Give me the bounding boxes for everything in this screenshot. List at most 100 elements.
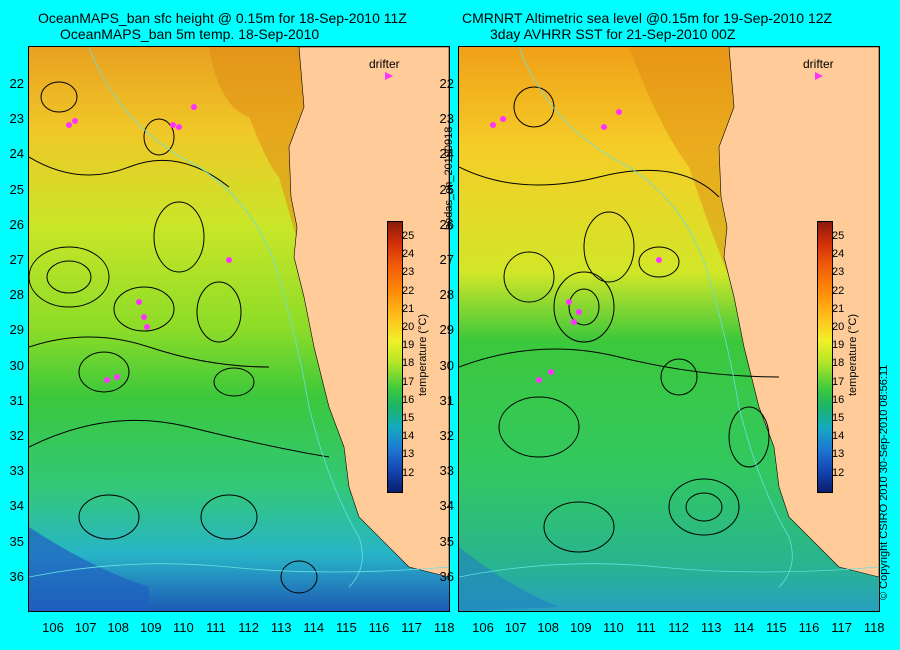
sea-level-contours bbox=[29, 81, 330, 594]
drifter-legend-arrow bbox=[385, 72, 393, 80]
colorbar-tick: 22 bbox=[402, 284, 415, 297]
longitude-tick: 114 bbox=[303, 620, 325, 635]
longitude-tick: 106 bbox=[42, 620, 64, 635]
colorbar-tick: 17 bbox=[832, 375, 845, 388]
longitude-tick: 116 bbox=[368, 620, 390, 635]
colorbar-tick: 24 bbox=[832, 248, 845, 261]
colorbar-tick: 19 bbox=[832, 339, 845, 352]
colorbar-tick: 23 bbox=[402, 266, 415, 279]
longitude-tick: 108 bbox=[537, 620, 560, 635]
latitude-tick: 32 bbox=[439, 428, 454, 443]
land-mass bbox=[718, 47, 879, 578]
bathymetry-lines bbox=[29, 47, 449, 588]
right-title-line1: CMRNRT Altimetric sea level @0.15m for 1… bbox=[462, 10, 833, 26]
latitude-tick: 26 bbox=[439, 216, 454, 232]
colorbar-tick: 20 bbox=[402, 321, 415, 333]
colorbar-right bbox=[817, 221, 833, 493]
drifter-tracks bbox=[490, 109, 662, 383]
colorbar-tick: 18 bbox=[402, 357, 415, 370]
left-map bbox=[29, 47, 449, 611]
latitude-tick: 29 bbox=[9, 322, 24, 338]
longitude-tick: 107 bbox=[74, 620, 97, 635]
latitude-tick: 23 bbox=[9, 111, 24, 127]
longitude-tick: 111 bbox=[206, 620, 226, 635]
longitude-tick: 113 bbox=[700, 620, 722, 635]
colorbar-tick: 12 bbox=[832, 466, 845, 479]
longitude-tick: 117 bbox=[831, 620, 852, 635]
latitude-tick: 30 bbox=[9, 357, 24, 373]
latitude-tick: 36 bbox=[9, 568, 24, 584]
colorbar-tick: 13 bbox=[402, 448, 415, 461]
right-map-panel: drifter bbox=[458, 46, 880, 612]
colorbar-left bbox=[387, 221, 403, 493]
colorbar-tick: 15 bbox=[832, 412, 845, 424]
colorbar-tick: 20 bbox=[832, 321, 845, 333]
longitude-tick: 116 bbox=[798, 620, 820, 635]
latitude-tick: 32 bbox=[9, 428, 24, 443]
colorbar-tick: 12 bbox=[402, 466, 415, 479]
sea-level-contours bbox=[459, 86, 780, 553]
longitude-tick: 113 bbox=[270, 620, 292, 635]
run-id-label: bodas_an_20100918 bbox=[443, 126, 455, 230]
copyright-label: © Copyright CSIRO 2010 30-Sep-2010 08:56… bbox=[878, 364, 890, 600]
longitude-tick: 111 bbox=[636, 620, 656, 635]
latitude-tick: 22 bbox=[9, 76, 24, 91]
latitude-tick: 31 bbox=[439, 392, 454, 408]
colorbar-tick: 13 bbox=[832, 448, 845, 461]
latitude-tick: 23 bbox=[439, 111, 454, 127]
longitude-tick: 110 bbox=[173, 620, 194, 635]
latitude-tick: 35 bbox=[9, 533, 24, 549]
colorbar-tick: 14 bbox=[402, 430, 415, 443]
colorbar-tick: 19 bbox=[402, 339, 415, 352]
latitude-tick: 25 bbox=[439, 181, 454, 197]
left-title-line1: OceanMAPS_ban sfc height @ 0.15m for 18-… bbox=[38, 10, 407, 26]
latitude-tick: 33 bbox=[9, 463, 24, 479]
colorbar-tick: 17 bbox=[402, 375, 415, 388]
latitude-tick: 33 bbox=[439, 463, 454, 479]
latitude-tick: 36 bbox=[439, 568, 454, 584]
longitude-tick: 117 bbox=[401, 620, 422, 635]
left-title-line2: OceanMAPS_ban 5m temp. 18-Sep-2010 bbox=[60, 26, 320, 42]
drifter-tracks bbox=[66, 104, 232, 383]
colorbar-right-label: temperature (°C) bbox=[847, 313, 859, 396]
colorbar-tick: 16 bbox=[402, 393, 415, 406]
colorbar-tick: 24 bbox=[402, 248, 415, 261]
latitude-tick: 27 bbox=[439, 252, 454, 267]
colorbar-tick: 22 bbox=[832, 284, 845, 297]
latitude-tick: 35 bbox=[439, 533, 454, 549]
longitude-tick: 109 bbox=[569, 620, 592, 635]
colorbar-tick: 18 bbox=[832, 357, 845, 370]
colorbar-left-label: temperature (°C) bbox=[417, 313, 429, 396]
latitude-tick: 22 bbox=[439, 76, 454, 91]
land-mass bbox=[288, 47, 449, 578]
colorbar-tick: 16 bbox=[832, 393, 845, 406]
latitude-tick: 29 bbox=[439, 322, 454, 338]
longitude-tick: 115 bbox=[766, 620, 787, 635]
cold-water-region bbox=[29, 527, 149, 611]
longitude-tick: 106 bbox=[472, 620, 494, 635]
latitude-tick: 28 bbox=[9, 287, 24, 303]
left-map-panel: drifter bbox=[28, 46, 450, 612]
longitude-tick: 112 bbox=[668, 620, 689, 635]
drifter-legend-arrow bbox=[815, 72, 823, 80]
bathymetry-lines bbox=[459, 47, 879, 588]
colorbar-tick: 14 bbox=[832, 430, 845, 443]
longitude-tick: 109 bbox=[139, 620, 162, 635]
longitude-tick: 107 bbox=[504, 620, 527, 635]
latitude-tick: 28 bbox=[439, 287, 454, 303]
colorbar-tick: 25 bbox=[402, 230, 415, 242]
longitude-tick: 108 bbox=[107, 620, 130, 635]
colorbar-tick: 21 bbox=[402, 302, 415, 315]
latitude-tick: 24 bbox=[439, 146, 454, 162]
longitude-tick: 114 bbox=[733, 620, 755, 635]
latitude-tick: 31 bbox=[9, 392, 24, 408]
colorbar-tick: 25 bbox=[832, 230, 845, 242]
latitude-tick: 34 bbox=[9, 498, 24, 514]
longitude-tick: 112 bbox=[238, 620, 259, 635]
right-map bbox=[459, 47, 879, 611]
latitude-tick: 27 bbox=[9, 252, 24, 267]
latitude-tick: 25 bbox=[9, 181, 24, 197]
latitude-tick: 30 bbox=[439, 357, 454, 373]
longitude-tick: 115 bbox=[336, 620, 357, 635]
colorbar-tick: 21 bbox=[832, 302, 845, 315]
